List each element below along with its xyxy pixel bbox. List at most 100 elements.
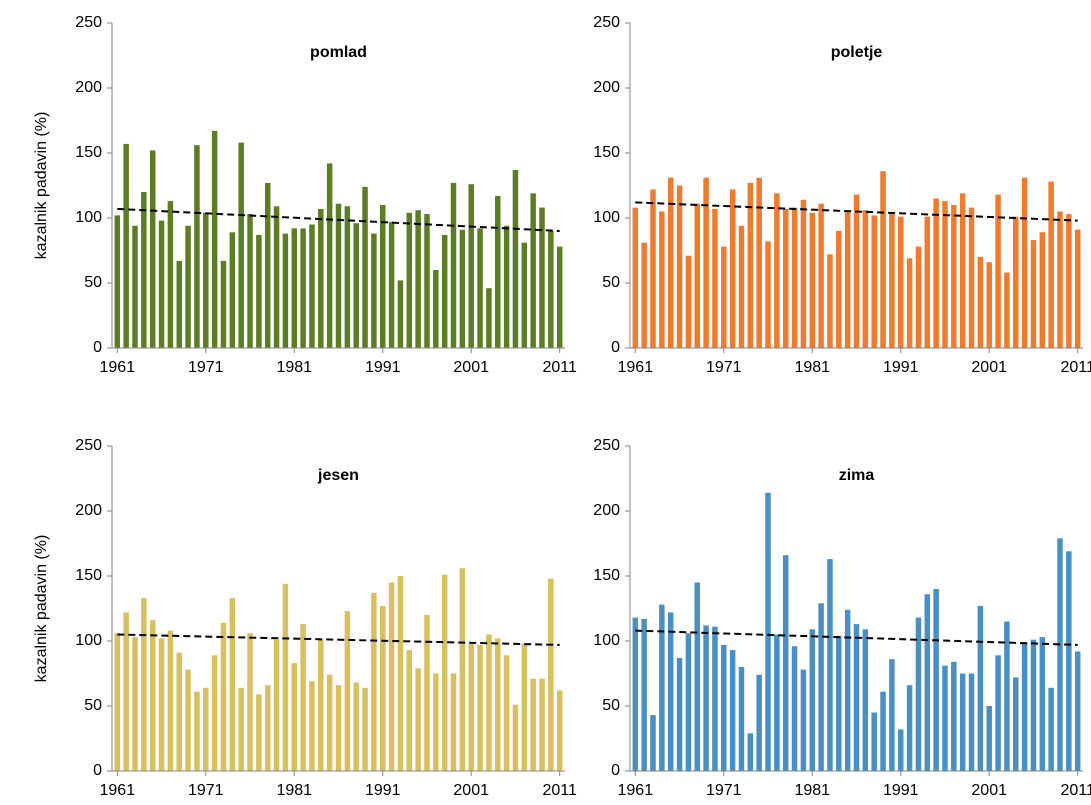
bar: [729, 650, 736, 771]
y-tick-label: 150: [593, 144, 620, 161]
y-tick-label: 100: [75, 632, 102, 649]
bar: [1074, 651, 1081, 771]
bar: [326, 674, 333, 771]
bar: [694, 203, 700, 348]
y-tick-label: 50: [602, 697, 620, 714]
y-tick-label: 0: [611, 762, 620, 779]
bar: [844, 609, 851, 771]
y-tick-label: 0: [93, 339, 102, 356]
y-tick-label: 250: [593, 437, 620, 454]
bar: [676, 657, 683, 771]
bar: [450, 182, 457, 348]
bar: [530, 193, 536, 348]
y-tick-label: 100: [75, 209, 102, 226]
bar: [415, 210, 421, 348]
x-tick-label: 2011: [542, 782, 577, 799]
y-tick-label: 250: [75, 14, 102, 31]
bar: [114, 215, 121, 348]
x-tick-label: 1961: [100, 359, 136, 376]
x-tick-label: 1971: [188, 359, 224, 376]
bar: [1066, 214, 1072, 348]
bar: [495, 195, 501, 348]
bar: [906, 258, 913, 348]
bar: [650, 189, 656, 348]
x-tick-label: 1991: [883, 359, 919, 376]
bar: [512, 704, 519, 771]
bar: [309, 681, 315, 771]
bar: [291, 663, 298, 771]
bar: [282, 583, 289, 771]
y-axis-label: kazalnik padavin (%): [33, 535, 50, 683]
bar: [415, 668, 421, 771]
chart-title: jesen: [317, 467, 359, 484]
x-tick-label: 2001: [971, 359, 1007, 376]
bar: [667, 177, 674, 348]
bar: [906, 685, 913, 771]
bar: [942, 665, 948, 771]
bar: [1004, 621, 1010, 771]
bar: [539, 207, 545, 348]
x-tick-label: 1981: [276, 359, 312, 376]
bar: [459, 229, 466, 348]
bar: [158, 220, 165, 348]
bar: [468, 184, 474, 348]
bar: [362, 687, 368, 771]
bar: [747, 182, 754, 348]
chart-title: zima: [839, 467, 875, 484]
bar: [774, 634, 780, 771]
x-tick-label: 2011: [1060, 782, 1091, 799]
bar: [747, 733, 754, 771]
bar: [1030, 240, 1037, 348]
bar: [450, 673, 457, 771]
bar: [203, 212, 209, 348]
bar: [782, 555, 789, 771]
bar: [282, 233, 289, 348]
bar: [256, 234, 262, 348]
bar: [809, 212, 816, 348]
bar: [441, 574, 448, 771]
y-tick-label: 0: [93, 762, 102, 779]
x-tick-label: 1991: [365, 359, 401, 376]
y-tick-label: 200: [593, 502, 620, 519]
bar: [703, 625, 709, 771]
x-tick-label: 1961: [100, 782, 136, 799]
bar: [530, 678, 536, 771]
y-tick-label: 150: [593, 567, 620, 584]
bar: [871, 215, 877, 348]
chart-title: poletje: [831, 44, 883, 61]
bar: [1021, 642, 1028, 771]
bar: [800, 669, 807, 771]
bar: [247, 214, 253, 348]
bar: [141, 598, 147, 771]
bar: [694, 582, 700, 771]
bar: [521, 242, 528, 348]
x-tick-label: 2011: [542, 359, 577, 376]
bar: [486, 288, 492, 348]
bar: [685, 633, 692, 771]
bar: [388, 221, 395, 348]
bar: [889, 659, 895, 771]
bar: [968, 673, 975, 771]
bar: [176, 652, 182, 771]
bar: [632, 617, 639, 771]
bar: [503, 225, 510, 348]
bar: [273, 639, 280, 771]
bar: [1057, 538, 1063, 771]
bar: [1057, 211, 1063, 348]
x-tick-label: 1991: [883, 782, 919, 799]
bar: [836, 635, 842, 771]
bar: [379, 605, 386, 771]
bar: [424, 214, 430, 348]
bar: [1074, 229, 1081, 348]
bar: [300, 624, 306, 771]
bar: [556, 246, 563, 348]
trend-line: [117, 207, 560, 232]
bar: [247, 633, 253, 771]
y-tick-label: 50: [602, 274, 620, 291]
bar: [986, 706, 992, 771]
bar: [149, 150, 156, 348]
x-tick-label: 1971: [706, 359, 742, 376]
bar: [782, 208, 789, 348]
bar: [468, 643, 474, 771]
y-tick-label: 0: [611, 339, 620, 356]
